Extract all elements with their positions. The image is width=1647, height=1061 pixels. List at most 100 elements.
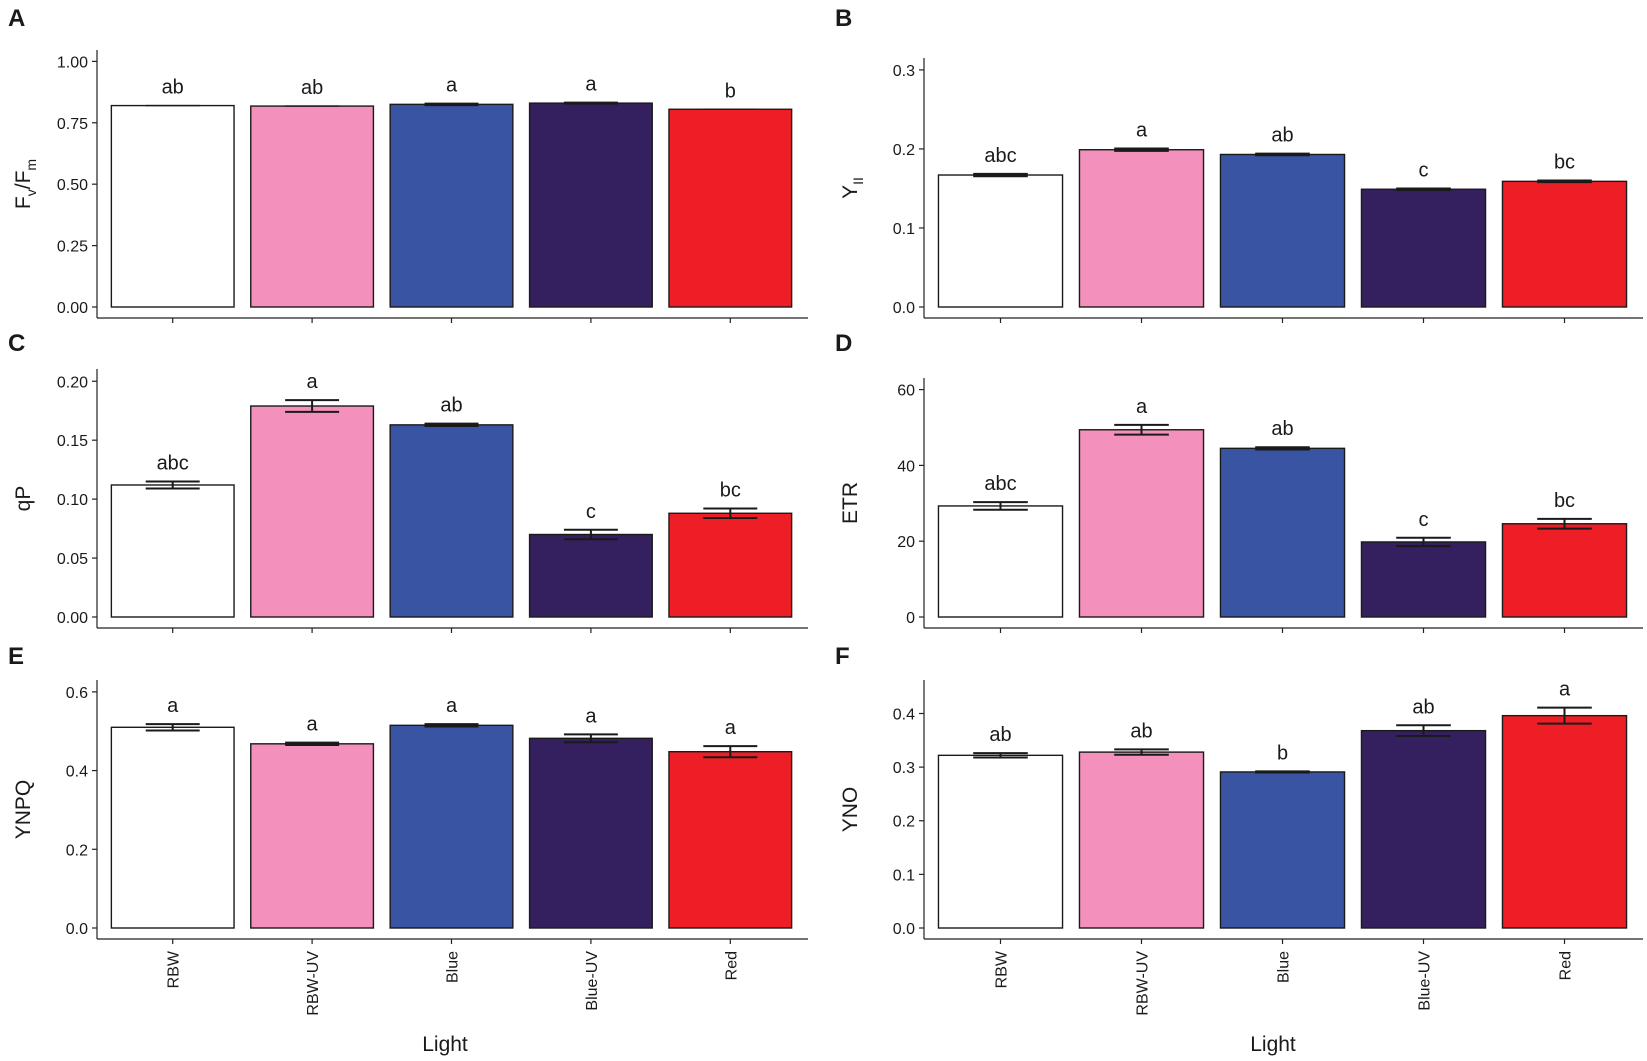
bar-b-blue-uv: [1360, 188, 1487, 308]
category-label-e-red: Red: [723, 951, 740, 980]
category-label-e-blue-uv: Blue-UV: [584, 951, 601, 1011]
panel-letter-c: C: [8, 330, 25, 357]
sig-letter-f-red: a: [1559, 679, 1571, 701]
error-bar-f-blue-uv: [1396, 724, 1451, 738]
bar-a-rbw: [110, 104, 235, 308]
y-tick-label-b: 0.3: [893, 63, 915, 80]
y-axis-title-f: YNO: [839, 787, 862, 833]
sig-letter-e-red: a: [725, 717, 737, 739]
bar-e-rbw: [110, 726, 235, 929]
panel-letter-d: D: [835, 330, 852, 357]
sig-letter-a-blue: a: [446, 75, 458, 97]
bar-f-red: [1501, 714, 1628, 929]
bar-c-rbw-uv: [250, 405, 375, 618]
bar-a-blue: [389, 103, 514, 308]
bar-f-rbw: [937, 754, 1064, 929]
y-tick-label-e: 0.2: [66, 842, 88, 859]
panel-e: E 0.0 0.2 0.4 0.6 a RBW a RBW-UV a Blue a Blue-UV a Re…: [8, 643, 808, 1016]
sig-letter-d-rbw-uv: a: [1136, 396, 1148, 418]
sig-letter-e-blue-uv: a: [585, 705, 597, 727]
sig-letter-d-blue: ab: [1271, 418, 1293, 440]
sig-letter-f-blue-uv: ab: [1412, 696, 1434, 718]
y-tick-label-d: 20: [897, 534, 915, 551]
error-bar-b-rbw: [973, 172, 1028, 178]
panel-letter-a: A: [8, 5, 25, 32]
y-tick-label-f: 0.0: [893, 921, 915, 938]
y-tick-label-f: 0.3: [893, 760, 915, 777]
x-axis-title-right: Light: [1250, 1033, 1296, 1056]
error-bar-e-blue: [424, 723, 479, 728]
bar-a-red: [668, 108, 793, 308]
bar-e-rbw-uv: [250, 743, 375, 929]
bar-d-blue: [1219, 447, 1346, 618]
y-tick-label-d: 0: [906, 610, 915, 627]
error-bar-c-red: [703, 507, 758, 519]
sig-letter-f-rbw-uv: ab: [1130, 720, 1152, 742]
y-tick-label-e: 0.4: [66, 764, 88, 781]
error-bar-a-blue-uv: [563, 101, 618, 105]
bar-b-red: [1501, 180, 1628, 308]
y-tick-label-b: 0.0: [893, 300, 915, 317]
y-tick-label-e: 0.6: [66, 685, 88, 702]
y-tick-label-d: 60: [897, 383, 915, 400]
y-tick-label-a: 0.50: [57, 177, 88, 194]
y-tick-label-c: 0.05: [57, 551, 88, 568]
sig-letter-b-blue: ab: [1271, 125, 1293, 147]
sig-letter-f-blue: b: [1277, 742, 1288, 764]
category-label-f-red: Red: [1558, 951, 1575, 980]
error-bar-b-rbw-uv: [1114, 147, 1169, 152]
bar-d-rbw-uv: [1078, 429, 1205, 618]
sig-letter-d-rbw: abc: [984, 473, 1016, 495]
sig-letter-b-blue-uv: c: [1419, 159, 1429, 181]
sig-letter-a-blue-uv: a: [585, 74, 597, 96]
category-label-e-rbw: RBW: [166, 950, 183, 988]
y-axis-title-d: ETR: [839, 482, 862, 524]
y-tick-label-c: 0.10: [57, 492, 88, 509]
error-bar-e-rbw-uv: [285, 741, 340, 746]
sig-letter-e-rbw: a: [167, 695, 179, 717]
sig-letter-c-blue: ab: [440, 395, 462, 417]
y-axis-title-b: YII​: [839, 177, 866, 199]
bar-d-red: [1501, 523, 1628, 618]
bar-d-blue-uv: [1360, 541, 1487, 618]
y-tick-label-e: 0.0: [66, 921, 88, 938]
sig-letter-b-rbw: abc: [984, 145, 1016, 167]
sig-letter-b-red: bc: [1554, 152, 1575, 174]
category-label-f-blue-uv: Blue-UV: [1417, 951, 1434, 1011]
y-tick-label-c: 0.20: [57, 374, 88, 391]
panel-letter-b: B: [835, 5, 852, 32]
error-bar-d-red: [1537, 517, 1592, 530]
sig-letter-c-red: bc: [720, 480, 741, 502]
error-bar-c-rbw: [145, 480, 200, 490]
sig-letter-f-rbw: ab: [989, 724, 1011, 746]
error-bar-b-blue-uv: [1396, 187, 1451, 192]
bar-a-rbw-uv: [250, 105, 375, 308]
y-tick-label-c: 0.15: [57, 433, 88, 450]
bar-e-blue: [389, 724, 514, 929]
category-label-e-rbw-uv: RBW-UV: [305, 951, 322, 1016]
y-tick-label-a: 0.25: [57, 239, 88, 256]
error-bar-c-blue: [424, 422, 479, 428]
y-tick-label-f: 0.4: [893, 706, 915, 723]
bar-b-rbw-uv: [1078, 149, 1205, 308]
sig-letter-d-blue-uv: c: [1419, 509, 1429, 531]
y-tick-label-f: 0.2: [893, 814, 915, 831]
sig-letter-e-blue: a: [446, 695, 458, 717]
error-bar-e-rbw: [145, 723, 200, 732]
error-bar-d-blue: [1255, 446, 1310, 451]
y-tick-label-b: 0.1: [893, 221, 915, 238]
bar-e-red: [668, 750, 793, 929]
y-tick-label-a: 1.00: [57, 54, 88, 71]
y-axis-title-c: qP: [12, 486, 35, 512]
bar-c-blue-uv: [528, 533, 653, 618]
error-bar-f-rbw-uv: [1114, 748, 1169, 756]
bar-b-rbw: [937, 174, 1064, 308]
bar-c-rbw: [110, 484, 235, 618]
category-label-f-blue: Blue: [1276, 951, 1293, 983]
error-bar-d-rbw: [973, 501, 1028, 511]
error-bar-d-rbw-uv: [1114, 423, 1169, 436]
